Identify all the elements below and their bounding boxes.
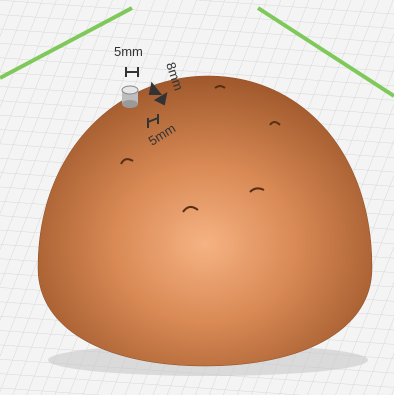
dimension-markers — [125, 67, 168, 128]
dimension-marker — [147, 114, 159, 128]
dimension-arrow — [148, 81, 163, 95]
hole — [269, 121, 281, 126]
holes — [120, 85, 281, 213]
dimension-label: 5mm — [114, 44, 143, 59]
peg-bottom — [122, 100, 138, 108]
hole — [214, 85, 226, 89]
peg-top — [121, 85, 139, 95]
hole — [249, 187, 265, 193]
workplane-edge — [256, 6, 394, 98]
dimension-marker — [125, 67, 139, 77]
dimension-arrow — [153, 91, 168, 106]
hole — [120, 158, 134, 165]
peg — [121, 85, 139, 108]
dome — [37, 75, 373, 367]
hole — [182, 206, 199, 213]
workplane-edge — [0, 6, 133, 80]
